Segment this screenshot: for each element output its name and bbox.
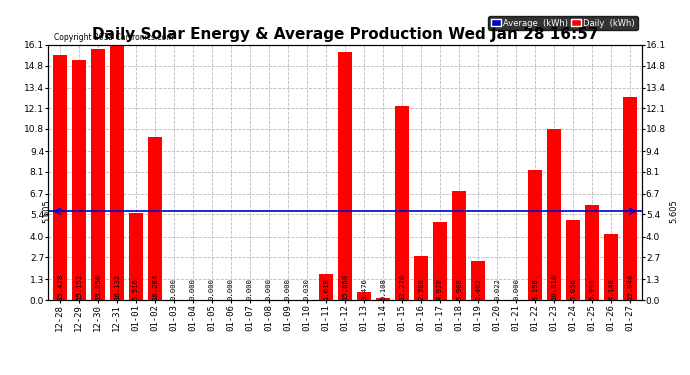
Text: 0.000: 0.000 [171,278,177,300]
Text: 5.516: 5.516 [132,278,139,300]
Bar [148,137,162,300]
Text: 15.152: 15.152 [76,273,81,300]
Text: 15.478: 15.478 [57,273,63,300]
Text: 12.276: 12.276 [399,273,405,300]
Text: 0.000: 0.000 [285,278,291,300]
Text: 4.928: 4.928 [437,278,443,300]
Text: 2.760: 2.760 [418,278,424,300]
Text: 0.000: 0.000 [228,278,234,300]
Text: 0.000: 0.000 [190,278,196,300]
Bar [566,220,580,300]
Text: 0.000: 0.000 [247,278,253,300]
Text: 0.108: 0.108 [380,278,386,300]
Bar [395,106,409,300]
Bar [452,190,466,300]
Text: 8.198: 8.198 [532,278,538,300]
Text: 15.660: 15.660 [342,273,348,300]
Text: 0.022: 0.022 [494,278,500,300]
Bar [128,213,143,300]
Bar [547,129,562,300]
Text: 16.132: 16.132 [114,273,120,300]
Bar [604,234,618,300]
Title: Daily Solar Energy & Average Production Wed Jan 28 16:57: Daily Solar Energy & Average Production … [92,27,598,42]
Text: 0.476: 0.476 [361,278,367,300]
Bar [528,170,542,300]
Bar [110,45,124,300]
Text: 12.844: 12.844 [627,273,633,300]
Bar [585,205,600,300]
Text: 10.816: 10.816 [551,273,558,300]
Bar [433,222,447,300]
Text: 5.056: 5.056 [570,278,576,300]
Text: 1.618: 1.618 [323,278,329,300]
Bar [623,97,638,300]
Bar [52,55,67,300]
Bar [90,49,105,300]
Text: Copyright 2015 Cartronics.com: Copyright 2015 Cartronics.com [55,33,174,42]
Bar [72,60,86,300]
Text: 0.000: 0.000 [209,278,215,300]
Text: 2.462: 2.462 [475,278,481,300]
Legend: Average  (kWh), Daily  (kWh): Average (kWh), Daily (kWh) [489,16,638,30]
Text: 0.030: 0.030 [304,278,310,300]
Text: 0.000: 0.000 [513,278,519,300]
Text: 15.856: 15.856 [95,273,101,300]
Bar [376,298,390,300]
Bar [338,52,352,300]
Text: 5.605: 5.605 [42,200,51,223]
Text: 5.996: 5.996 [589,278,595,300]
Bar [471,261,485,300]
Bar [357,292,371,300]
Bar [414,256,428,300]
Text: 0.000: 0.000 [266,278,272,300]
Bar [319,274,333,300]
Text: 4.148: 4.148 [609,278,614,300]
Text: 6.908: 6.908 [456,278,462,300]
Text: 5.605: 5.605 [670,200,679,223]
Text: 10.284: 10.284 [152,273,158,300]
